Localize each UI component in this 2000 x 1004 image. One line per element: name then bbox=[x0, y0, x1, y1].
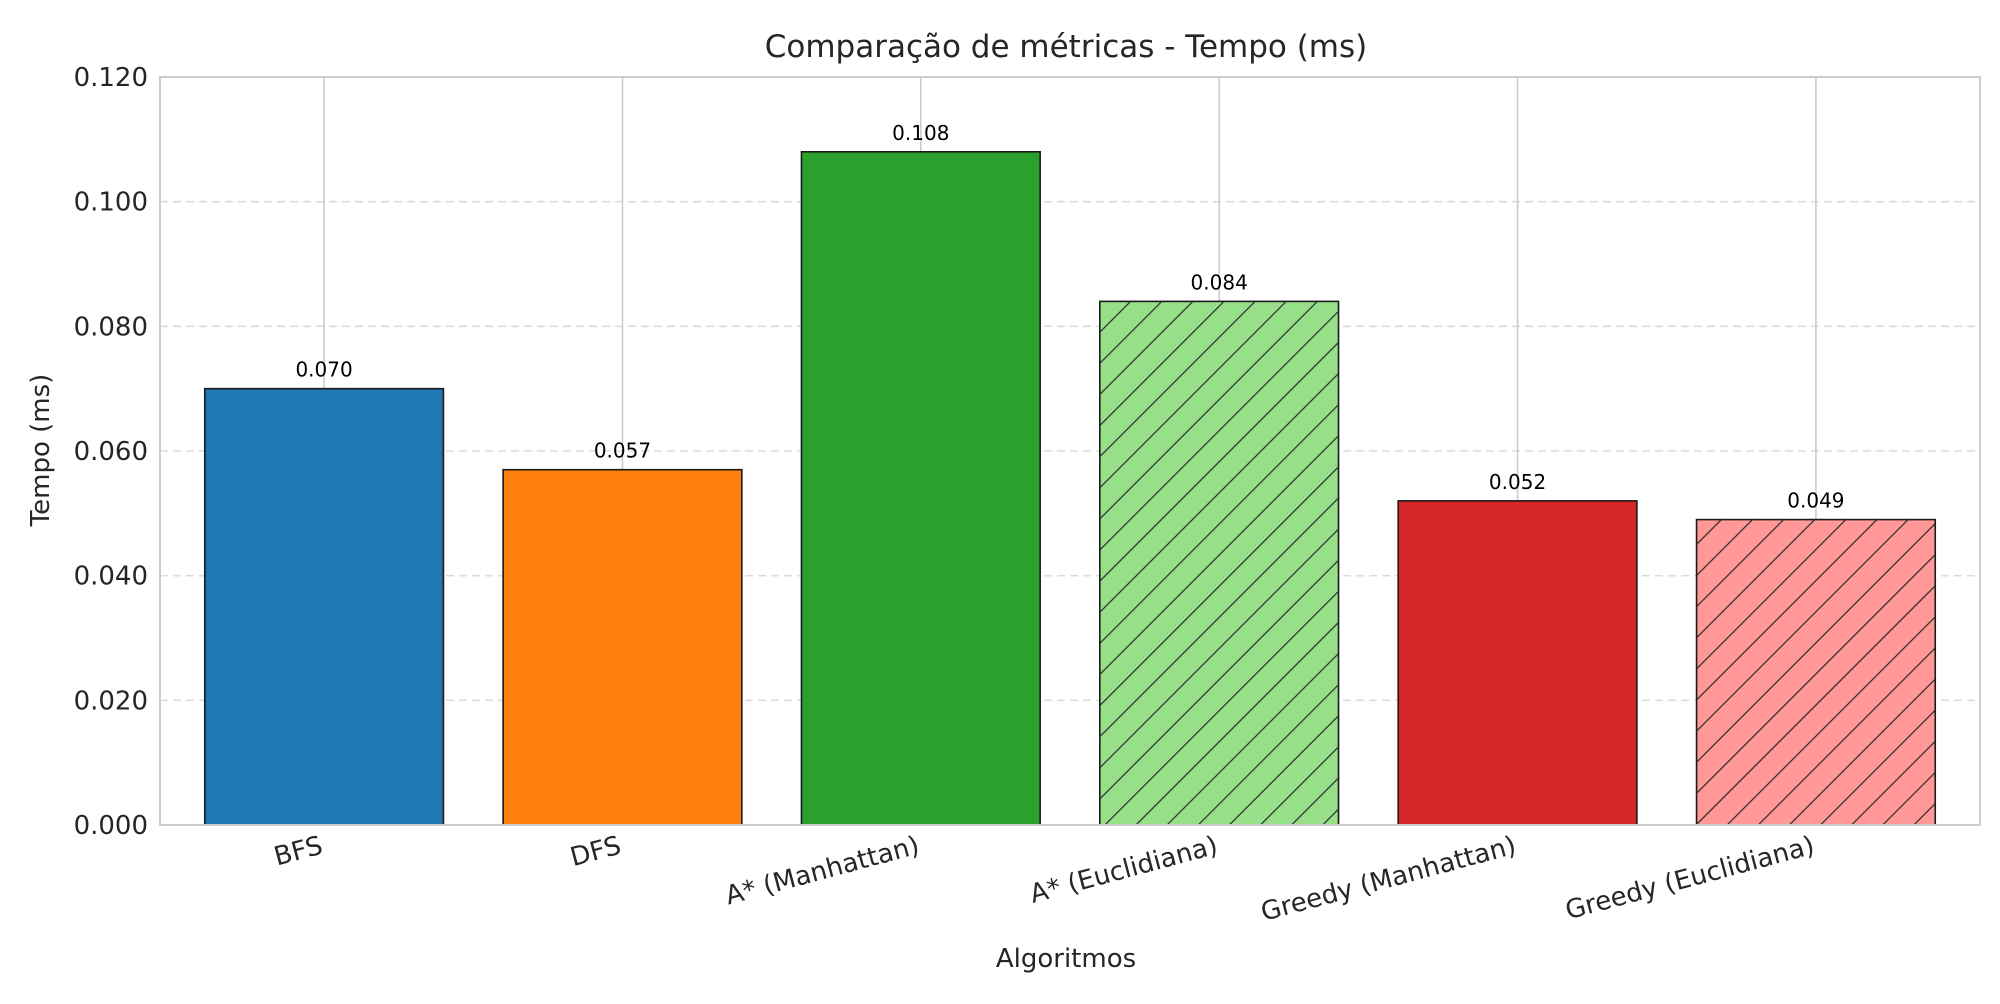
data-label: 0.049 bbox=[1787, 489, 1844, 513]
x-tick-label: Greedy (Euclidiana) bbox=[1562, 831, 1817, 926]
bars bbox=[203, 151, 1937, 826]
bar bbox=[1397, 500, 1638, 826]
y-axis-ticks: 0.000 0.020 0.040 0.060 0.080 0.100 0.120 bbox=[74, 63, 148, 841]
y-tick-label: 0.100 bbox=[74, 188, 148, 218]
x-tick-label: Greedy (Manhattan) bbox=[1258, 831, 1520, 928]
y-tick-label: 0.020 bbox=[74, 686, 148, 716]
bar bbox=[800, 151, 1041, 826]
bar bbox=[502, 468, 743, 826]
y-tick-label: 0.060 bbox=[74, 437, 148, 467]
x-tick-label: BFS bbox=[271, 831, 326, 873]
data-label: 0.108 bbox=[892, 121, 949, 145]
x-tick-label: A* (Manhattan) bbox=[722, 831, 922, 912]
data-label: 0.057 bbox=[594, 439, 651, 463]
y-tick-label: 0.000 bbox=[74, 811, 148, 841]
x-tick-label: DFS bbox=[567, 831, 624, 873]
y-axis-label: Tempo (ms) bbox=[26, 374, 56, 528]
x-axis-ticks: BFS DFS A* (Manhattan) A* (Euclidiana) Greed… bbox=[271, 831, 1818, 928]
y-tick-label: 0.080 bbox=[74, 312, 148, 342]
y-tick-label: 0.120 bbox=[74, 63, 148, 93]
bar-hatch bbox=[1696, 519, 1936, 825]
x-axis-label: Algoritmos bbox=[996, 944, 1136, 974]
chart-title: Comparação de métricas - Tempo (ms) bbox=[765, 29, 1368, 65]
y-tick-label: 0.040 bbox=[74, 562, 148, 592]
data-label: 0.052 bbox=[1489, 470, 1546, 494]
x-tick-label: A* (Euclidiana) bbox=[1027, 831, 1221, 910]
plot-frame bbox=[159, 76, 1981, 826]
data-label: 0.070 bbox=[295, 358, 352, 382]
bar bbox=[203, 387, 445, 826]
data-label: 0.084 bbox=[1191, 270, 1248, 294]
axes-frame bbox=[159, 76, 1981, 826]
bar-hatch bbox=[1099, 301, 1339, 825]
data-labels: 0.070 0.057 0.108 0.084 0.052 0.049 bbox=[295, 121, 1844, 513]
